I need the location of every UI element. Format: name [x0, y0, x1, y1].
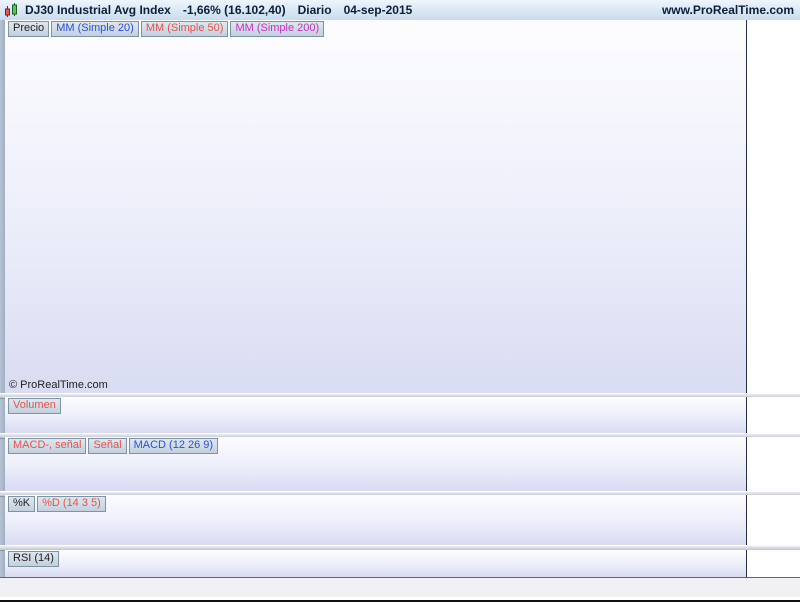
precio-button[interactable]: Precio	[8, 21, 50, 37]
ma20-button[interactable]: MM (Simple 20)	[51, 21, 139, 37]
watermark: © ProRealTime.com	[9, 379, 108, 391]
change-value: -1,66% (16.102,40)	[182, 3, 286, 17]
x-axis-bar	[0, 577, 800, 597]
title-bar: DJ30 Industrial Avg Index -1,66% (16.102…	[0, 0, 800, 21]
instrument-title: DJ30 Industrial Avg Index	[25, 3, 171, 17]
ma200-button[interactable]: MM (Simple 200)	[230, 21, 325, 37]
rsi-panel: RSI (14)	[5, 550, 746, 577]
website-link: www.ProRealTime.com	[661, 3, 794, 17]
candlestick-icon	[4, 2, 19, 18]
timeframe-label: Diario	[297, 3, 332, 17]
volume-chart-canvas[interactable]	[5, 397, 746, 433]
volume-axis-gutter[interactable]	[746, 397, 800, 433]
macd-histogram-button[interactable]: MACD-, señal	[8, 438, 87, 454]
macd-panel: MACD-, señal Señal MACD (12 26 9)	[5, 437, 746, 491]
rsi-button[interactable]: RSI (14)	[8, 551, 59, 567]
stoch-d-button[interactable]: %D (14 3 5)	[37, 496, 106, 512]
ma50-button[interactable]: MM (Simple 50)	[140, 21, 229, 37]
rsi-chart-canvas[interactable]	[5, 550, 746, 577]
session-date: 04-sep-2015	[343, 3, 413, 17]
stochastic-axis-gutter[interactable]	[746, 495, 800, 545]
price-axis-gutter[interactable]	[746, 20, 800, 393]
stochastic-panel: %K %D (14 3 5)	[5, 495, 746, 545]
stoch-k-button[interactable]: %K	[8, 496, 36, 512]
volume-panel: Volumen	[5, 397, 746, 433]
macd-axis-gutter[interactable]	[746, 437, 800, 491]
volumen-button[interactable]: Volumen	[8, 398, 61, 414]
rsi-axis-gutter[interactable]	[746, 550, 800, 577]
left-edge-strip	[0, 20, 5, 596]
price-panel: Precio MM (Simple 20) MM (Simple 50) MM …	[5, 20, 746, 393]
macd-signal-button[interactable]: Señal	[88, 438, 127, 454]
macd-line-button[interactable]: MACD (12 26 9)	[128, 438, 219, 454]
price-chart-canvas[interactable]	[5, 20, 746, 393]
stochastic-chart-canvas[interactable]	[5, 495, 746, 545]
price-legend: Precio MM (Simple 20) MM (Simple 50) MM …	[8, 21, 325, 37]
